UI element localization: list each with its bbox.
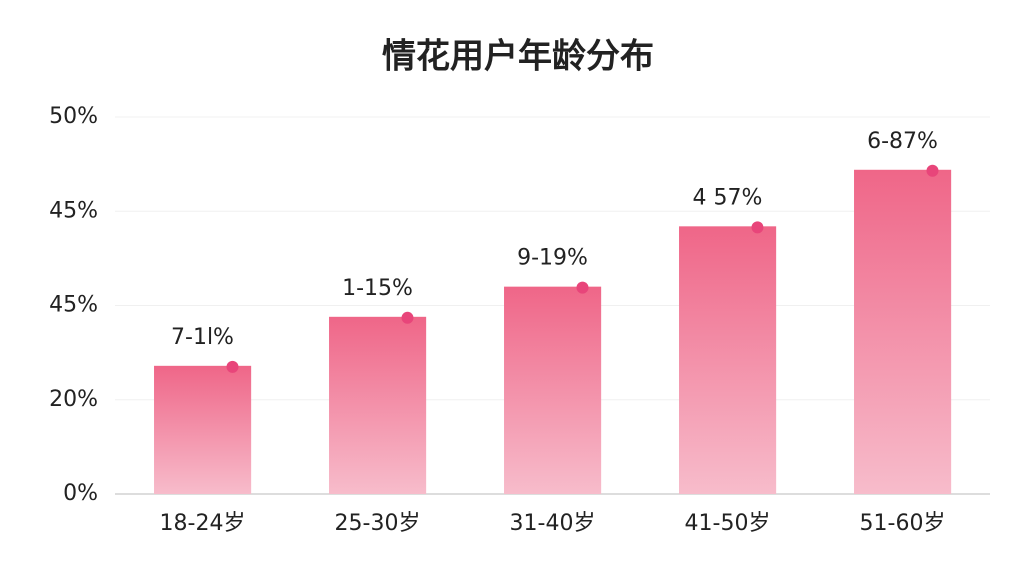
ribbon-knot: [576, 281, 589, 294]
x-tick-label: 18-24岁: [160, 511, 246, 536]
bar: [854, 169, 952, 494]
chart-title: 情花用户年龄分布: [382, 37, 654, 77]
y-tick-label: 20%: [49, 387, 98, 412]
ribbon-knot: [401, 311, 414, 324]
ribbon-knot: [751, 221, 764, 234]
y-tick-label: 45%: [49, 293, 98, 318]
bar: [329, 316, 427, 494]
value-label: 6-87%: [867, 129, 938, 154]
x-tick-label: 25-30岁: [335, 511, 421, 536]
y-tick-label: 45%: [49, 198, 98, 223]
bar: [504, 286, 602, 494]
y-tick-label: 0%: [63, 481, 98, 506]
x-tick-label: 31-40岁: [510, 511, 596, 536]
x-tick-label: 41-50岁: [685, 511, 771, 536]
value-label: 1-15%: [342, 276, 413, 301]
value-label: 9-19%: [517, 246, 588, 271]
value-label: 4 57%: [693, 185, 763, 210]
ribbon-knot: [926, 164, 939, 177]
bar: [679, 226, 777, 494]
bar: [154, 365, 252, 494]
y-tick-label: 50%: [49, 104, 98, 129]
value-label: 7-1l%: [171, 325, 234, 350]
ribbon-knot: [226, 360, 239, 373]
x-tick-label: 51-60岁: [860, 511, 946, 536]
